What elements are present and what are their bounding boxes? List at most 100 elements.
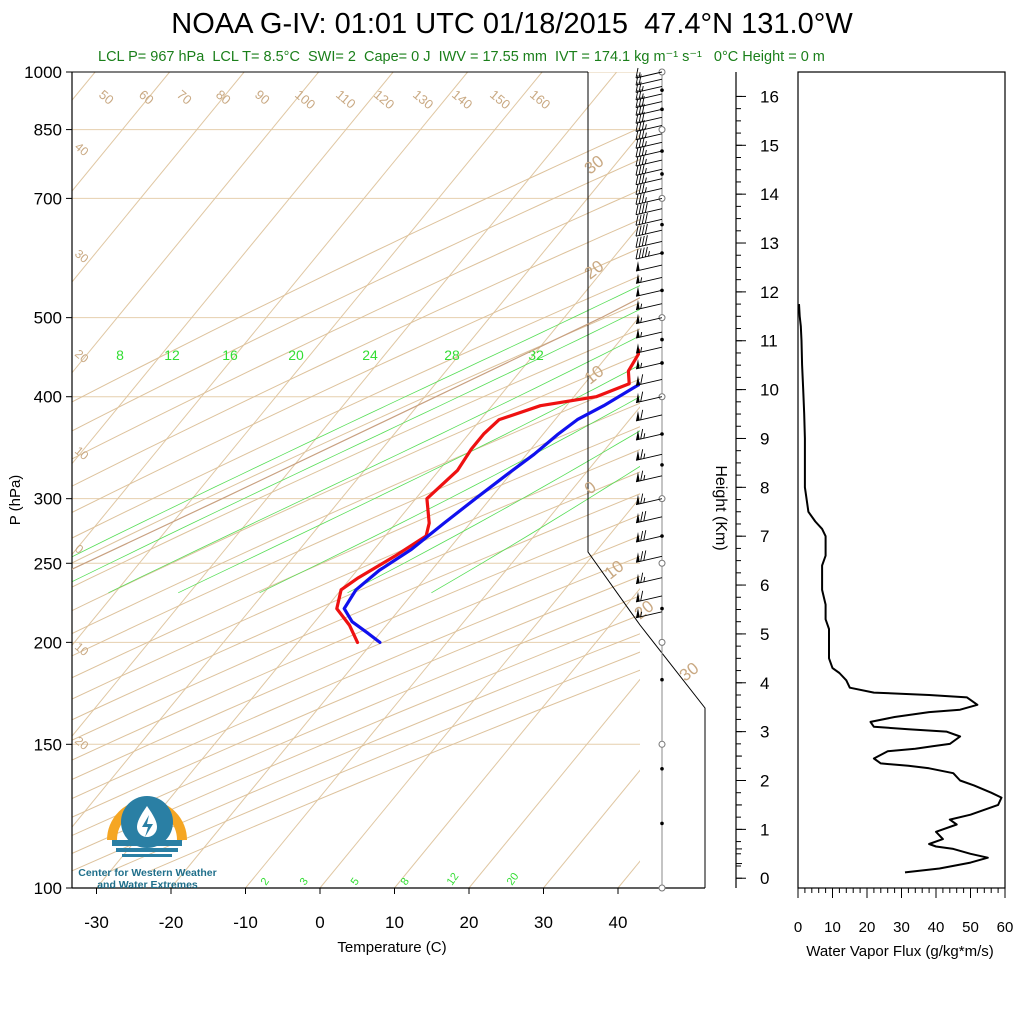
isotherm-line [617,72,640,888]
wind-barb-feather [635,194,639,205]
wind-barb-flag [636,494,640,505]
wind-barb [635,111,663,124]
dry-adiabat-line [72,72,640,872]
wind-barb-feather [641,103,645,114]
height-tick-label: 15 [760,136,779,155]
wind-barb-feather [640,428,644,440]
wind-barb-flag [636,375,640,386]
wind-barb-flag [636,450,640,461]
mixing-ratio-label: 20 [505,871,522,888]
wind-barb-feather [635,248,639,260]
wind-barb [635,550,663,563]
dry-adiabat-line [72,72,640,872]
wind-barb-feather [640,551,644,562]
wind-barb-feather [635,204,639,215]
wind-barb-feather [635,184,639,195]
wind-barb-half-feather [644,187,647,193]
wind-barb-feather [638,112,642,123]
x-tick-label: -10 [233,913,258,932]
logo-mark-icon [107,796,187,857]
wind-barb-feather [638,74,642,85]
wind-barb [635,261,663,272]
logo-line-1: Center for Western Weather [78,867,217,879]
wind-barb [635,530,663,543]
moist-adiabat-line [347,72,640,594]
wind-barb-half-feather [643,497,646,503]
height-tick-label: 0 [760,869,769,888]
wind-barb-half-feather [641,85,644,92]
wind-barb-flag [636,471,640,482]
wind-barb-half-feather [640,331,643,338]
wind-barb-staff [635,378,663,386]
dry-adiabat-line [72,72,640,872]
wind-barb [635,299,663,311]
wind-barb-feather [635,67,639,79]
wind-barb-staff [635,240,663,248]
wind-barb [635,223,663,237]
wind-barb [635,119,663,132]
wind-barb-flag [636,358,640,369]
wind-barb-staff [635,277,663,284]
mixing-ratio-line [963,72,1024,253]
mixing-ratio-line [864,72,1024,253]
wind-barb-feather [641,182,645,194]
dry-adiabat-line [72,72,640,872]
wind-barb-feather [640,493,644,504]
level-dot [660,606,664,611]
height-tick-label: 13 [760,234,779,253]
mixing-ratio-label: 8 [116,347,124,363]
wind-barb-staff [635,498,663,506]
wind-barb-half-feather [644,158,647,164]
dry-adiabat-label: 160 [527,87,553,112]
wind-barb-half-feather [643,453,646,459]
isotherm-label: 10 [601,557,628,584]
wind-barb-staff [635,396,663,404]
level-dot [660,172,664,176]
wind-barb [635,74,663,86]
chart-title: NOAA G-IV: 01:01 UTC 01/18/2015 47.4°N 1… [171,8,853,40]
panel-boundary [587,72,706,888]
wind-barb-staff [635,178,663,186]
height-tick-label: 11 [760,332,778,351]
x-tick-label: 20 [460,913,479,932]
wind-barb-feather [641,111,645,122]
mixing-ratio-label: 12 [164,347,180,363]
wind-barb-staff [635,453,663,461]
isotherm-line [72,72,640,888]
wind-barb-feather [641,128,645,139]
height-tick-label: 12 [760,283,779,302]
wind-barb-feather [644,223,648,235]
wind-barb-staff [635,150,663,158]
x-tick-label: 10 [385,913,404,932]
wind-barb-half-feather [644,177,647,183]
height-tick-label: 1 [760,820,769,839]
y-axis-title: P (hPa) [7,475,24,526]
moist-adiabat-line [108,72,640,594]
wind-barb-staff [635,317,663,325]
wind-barb-feather [638,248,642,259]
wind-barb-feather [635,89,639,101]
height-tick-label: 8 [760,478,769,497]
dry-adiabat-line [72,72,640,872]
dry-adiabat-line [72,72,640,872]
wind-barb-feather [638,164,642,175]
wind-barb [635,449,663,461]
dry-adiabat-label: 100 [292,87,318,112]
wind-barb-half-feather [644,168,647,174]
mixing-ratio-label: 20 [288,347,304,363]
wind-barb [635,81,663,93]
y-tick-label: 300 [34,490,62,509]
wind-barb-feather [638,146,642,157]
wind-barb-staff [635,208,663,216]
level-circle [658,638,666,646]
dry-adiabat-line [72,72,640,872]
flux-x-tick-label: 20 [859,919,876,936]
y-tick-label: 150 [34,735,62,754]
wind-barb-feather [640,449,644,460]
wind-barb [635,128,663,141]
wind-barb-feather [635,215,639,226]
wind-barb-feather [638,193,642,204]
y-tick-label: 500 [34,309,62,328]
wind-barb [635,202,663,216]
level-circle [658,884,666,892]
